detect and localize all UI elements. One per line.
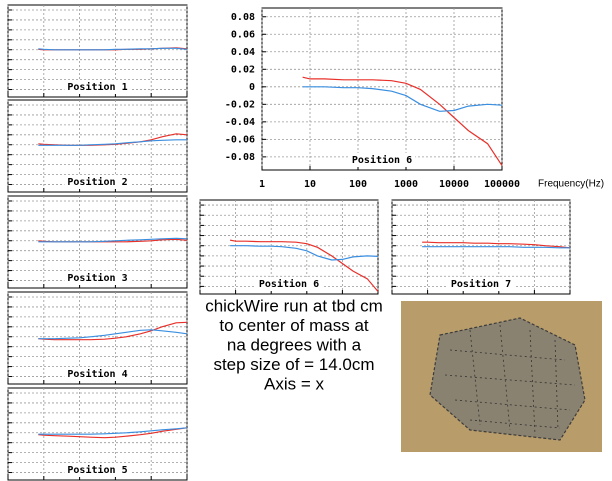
y-tick-label: -0.04 (225, 117, 255, 128)
chart-title: Position 3 (67, 272, 127, 284)
series-line (422, 241, 571, 249)
photo (401, 301, 602, 452)
x-tick-label: 1 (259, 179, 265, 190)
caption-line: Axis = x (264, 374, 324, 393)
x-tick-label: 100000 (484, 179, 520, 190)
y-tick-label: 0.06 (231, 29, 255, 40)
title-background (255, 277, 323, 291)
series-line (38, 139, 187, 146)
chart-title: Position 6 (352, 154, 412, 166)
chart: Position 7 (391, 199, 571, 295)
chart: Position 2 (7, 99, 188, 193)
y-tick-label: 0.08 (231, 12, 255, 23)
chart: -0.08 -0.06 -0.04 -0.02 0 0.02 0.04 0.06 0.08 1 10… (225, 7, 604, 190)
title-background (64, 80, 131, 94)
caption-line: chickWire run at tbd cm (205, 296, 383, 315)
series-line (230, 245, 379, 261)
chart-title: Position 2 (67, 176, 127, 188)
chart-title: Position 5 (67, 464, 127, 476)
x-tick-label: 100 (349, 179, 367, 190)
title-background (447, 277, 515, 291)
title-background (64, 271, 131, 285)
y-tick-label: 0.04 (231, 47, 255, 58)
y-tick-label: -0.06 (225, 134, 255, 145)
chart-title: Position 7 (451, 278, 511, 290)
series-line (38, 237, 188, 243)
title-background (64, 463, 131, 477)
y-tick-label: 0.02 (231, 64, 255, 75)
chart: Position 5 (7, 387, 188, 481)
series-line (302, 76, 503, 166)
chart-title: Position 1 (67, 81, 127, 93)
series-line (422, 246, 570, 249)
chart: Position 3 (7, 195, 188, 289)
title-background (348, 153, 416, 167)
title-background (64, 367, 131, 381)
x-tick-label: 10 (304, 179, 316, 190)
series-line (229, 239, 379, 292)
chart: Position 1 (7, 4, 188, 98)
series-line (302, 86, 503, 112)
caption-line: na degrees with a (227, 335, 362, 354)
chart: Position 6 (199, 199, 379, 295)
chart-title: Position 4 (67, 368, 127, 380)
y-tick-label: -0.08 (225, 152, 255, 163)
x-tick-label: 1000 (394, 179, 418, 190)
series-line (38, 427, 188, 439)
caption-line: to center of mass at (219, 316, 369, 335)
series-line (38, 47, 188, 51)
plot-frame (261, 7, 503, 171)
title-background (64, 175, 131, 189)
y-tick-label: 0 (249, 82, 255, 93)
chart: Position 4 (7, 291, 188, 385)
x-tick-label: 10000 (439, 179, 469, 190)
chart-title: Position 6 (259, 278, 319, 290)
y-tick-label: -0.02 (225, 99, 255, 110)
series-line (38, 427, 188, 435)
series-line (38, 321, 188, 341)
x-axis-label: Frequency(Hz) (538, 179, 604, 190)
series-line (38, 329, 188, 340)
caption-line: step size of = 14.0cm (213, 355, 374, 374)
